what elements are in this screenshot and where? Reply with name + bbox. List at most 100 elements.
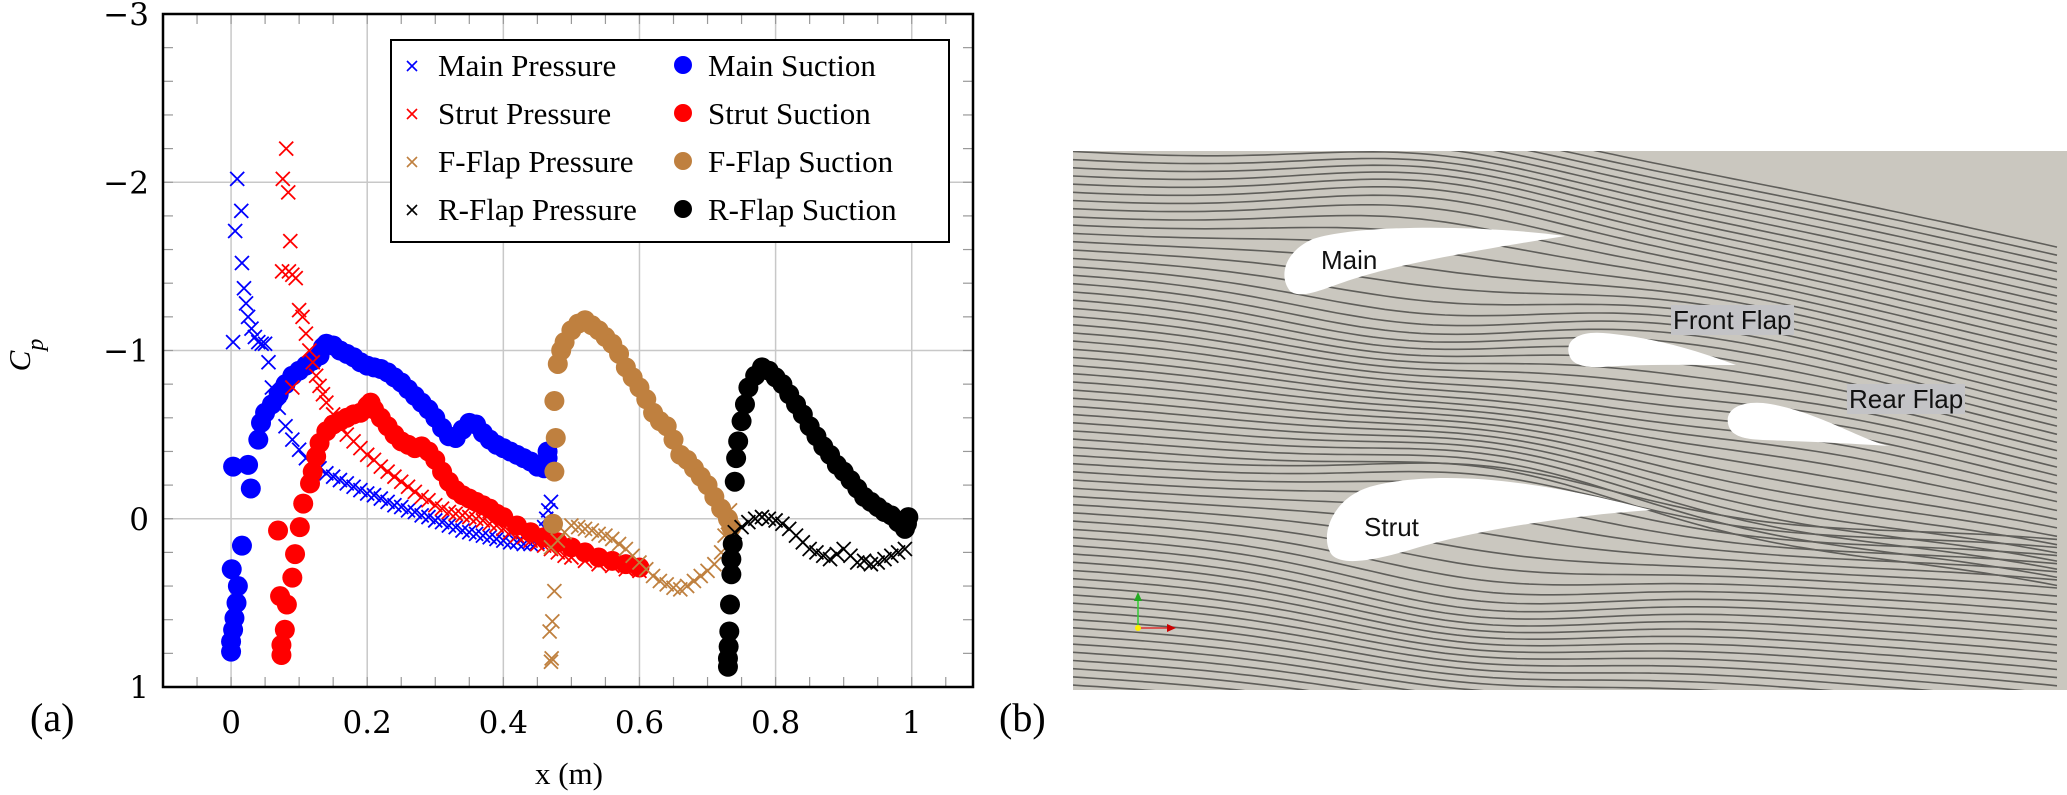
data-point bbox=[898, 507, 919, 528]
plot-frame bbox=[161, 12, 975, 689]
data-point bbox=[282, 233, 298, 249]
streamline bbox=[1593, 151, 2058, 248]
y-axis-label-main: C bbox=[2, 350, 37, 371]
data-point bbox=[722, 533, 743, 554]
data-point bbox=[221, 559, 242, 580]
streamline bbox=[1073, 520, 2058, 606]
x-tick-label: 1 bbox=[902, 705, 922, 741]
legend-item: F-Flap Suction bbox=[674, 144, 894, 179]
legend-marker-x-icon bbox=[406, 204, 418, 216]
data-point bbox=[284, 379, 300, 396]
streamline bbox=[1073, 151, 2058, 289]
cp-chart: 0 0.2 0.4 0.6 0.8 1−3−2−101 Cp x (m) (a) (b) … bbox=[2, 0, 1046, 791]
legend-label: F-Flap Pressure bbox=[438, 144, 633, 179]
data-point bbox=[733, 519, 750, 535]
data-point bbox=[400, 479, 416, 495]
streamline bbox=[1073, 274, 2058, 411]
data-point bbox=[231, 535, 252, 556]
streamline bbox=[1073, 454, 2058, 541]
data-point bbox=[604, 531, 620, 547]
y-axis-label: Cp bbox=[2, 339, 49, 372]
data-point bbox=[386, 469, 403, 485]
streamline bbox=[1073, 240, 2058, 379]
data-series bbox=[221, 140, 919, 677]
label-front-flap: Front Flap bbox=[1671, 305, 1794, 335]
data-point bbox=[420, 492, 437, 508]
data-point bbox=[541, 623, 558, 640]
y-tick-label: 1 bbox=[129, 670, 149, 706]
legend-item: R-Flap Pressure bbox=[406, 192, 637, 227]
data-point bbox=[550, 532, 566, 549]
data-point bbox=[544, 390, 565, 411]
axes-triad bbox=[1134, 592, 1176, 632]
data-point bbox=[693, 568, 709, 584]
data-point bbox=[291, 442, 307, 458]
x-axis-label: x (m) bbox=[535, 756, 603, 791]
streamline bbox=[1073, 332, 2058, 468]
data-point bbox=[544, 461, 565, 482]
data-point bbox=[274, 619, 295, 640]
streamline bbox=[1073, 462, 2058, 549]
data-point bbox=[284, 432, 300, 448]
streamline bbox=[1073, 356, 2058, 494]
streamline bbox=[1073, 204, 2058, 346]
legend-box bbox=[390, 39, 950, 243]
legend-marker-x-icon bbox=[406, 156, 418, 168]
streamline bbox=[1073, 602, 2058, 687]
data-point bbox=[726, 448, 747, 469]
legend-item: Strut Pressure bbox=[406, 96, 611, 131]
data-point bbox=[724, 471, 745, 492]
data-point bbox=[268, 520, 289, 541]
data-point bbox=[315, 386, 331, 402]
data-point bbox=[822, 551, 838, 567]
streamline bbox=[1073, 438, 2058, 579]
data-point bbox=[686, 573, 702, 589]
data-point bbox=[611, 536, 627, 552]
data-point bbox=[298, 326, 314, 342]
legend-item: Main Suction bbox=[674, 48, 876, 83]
legend-label: F-Flap Suction bbox=[708, 144, 894, 179]
data-point bbox=[257, 336, 273, 352]
data-point bbox=[373, 458, 389, 475]
data-point bbox=[226, 592, 247, 613]
streamline bbox=[1073, 651, 1416, 690]
streamline bbox=[1073, 224, 2058, 362]
streamline bbox=[1073, 397, 2058, 538]
data-point bbox=[243, 320, 260, 337]
streamline bbox=[1073, 635, 1720, 690]
data-point bbox=[544, 650, 560, 667]
label-rear-flap: Rear Flap bbox=[1847, 384, 1966, 414]
data-point bbox=[546, 583, 563, 599]
airfoil-rear-flap bbox=[1727, 402, 1889, 446]
data-point bbox=[301, 342, 317, 359]
data-point bbox=[663, 429, 684, 450]
data-point bbox=[254, 336, 270, 352]
streamline bbox=[1073, 577, 2058, 663]
data-point bbox=[225, 334, 241, 350]
data-point bbox=[645, 568, 661, 584]
data-point bbox=[734, 394, 755, 415]
data-point bbox=[829, 546, 845, 562]
data-point bbox=[311, 378, 328, 394]
legend-label: R-Flap Suction bbox=[708, 192, 897, 227]
y-tick-label: −2 bbox=[103, 165, 149, 201]
y-tick-label: 0 bbox=[129, 502, 149, 538]
series-r-flap-pressure bbox=[727, 509, 913, 572]
streamline bbox=[1073, 232, 2058, 371]
data-point bbox=[285, 544, 306, 565]
legend-item: Main Pressure bbox=[406, 48, 616, 83]
streamline bbox=[1073, 381, 2058, 521]
streamline bbox=[1073, 512, 2058, 597]
streamline bbox=[1073, 340, 2058, 477]
streamline bbox=[1073, 545, 2058, 630]
data-point bbox=[289, 517, 310, 538]
streamline bbox=[1073, 178, 2058, 322]
data-point bbox=[774, 516, 791, 532]
legend-marker-dot-icon bbox=[674, 200, 692, 218]
streamline bbox=[1073, 553, 2058, 638]
data-point bbox=[270, 586, 291, 607]
legend-label: R-Flap Pressure bbox=[438, 192, 637, 227]
data-point bbox=[721, 549, 742, 570]
streamline bbox=[1073, 266, 2058, 403]
streamline bbox=[1073, 495, 2058, 581]
